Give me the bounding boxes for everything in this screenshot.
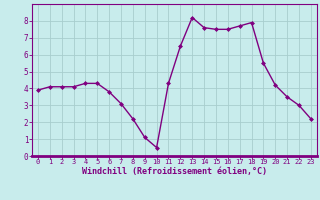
X-axis label: Windchill (Refroidissement éolien,°C): Windchill (Refroidissement éolien,°C) [82, 167, 267, 176]
